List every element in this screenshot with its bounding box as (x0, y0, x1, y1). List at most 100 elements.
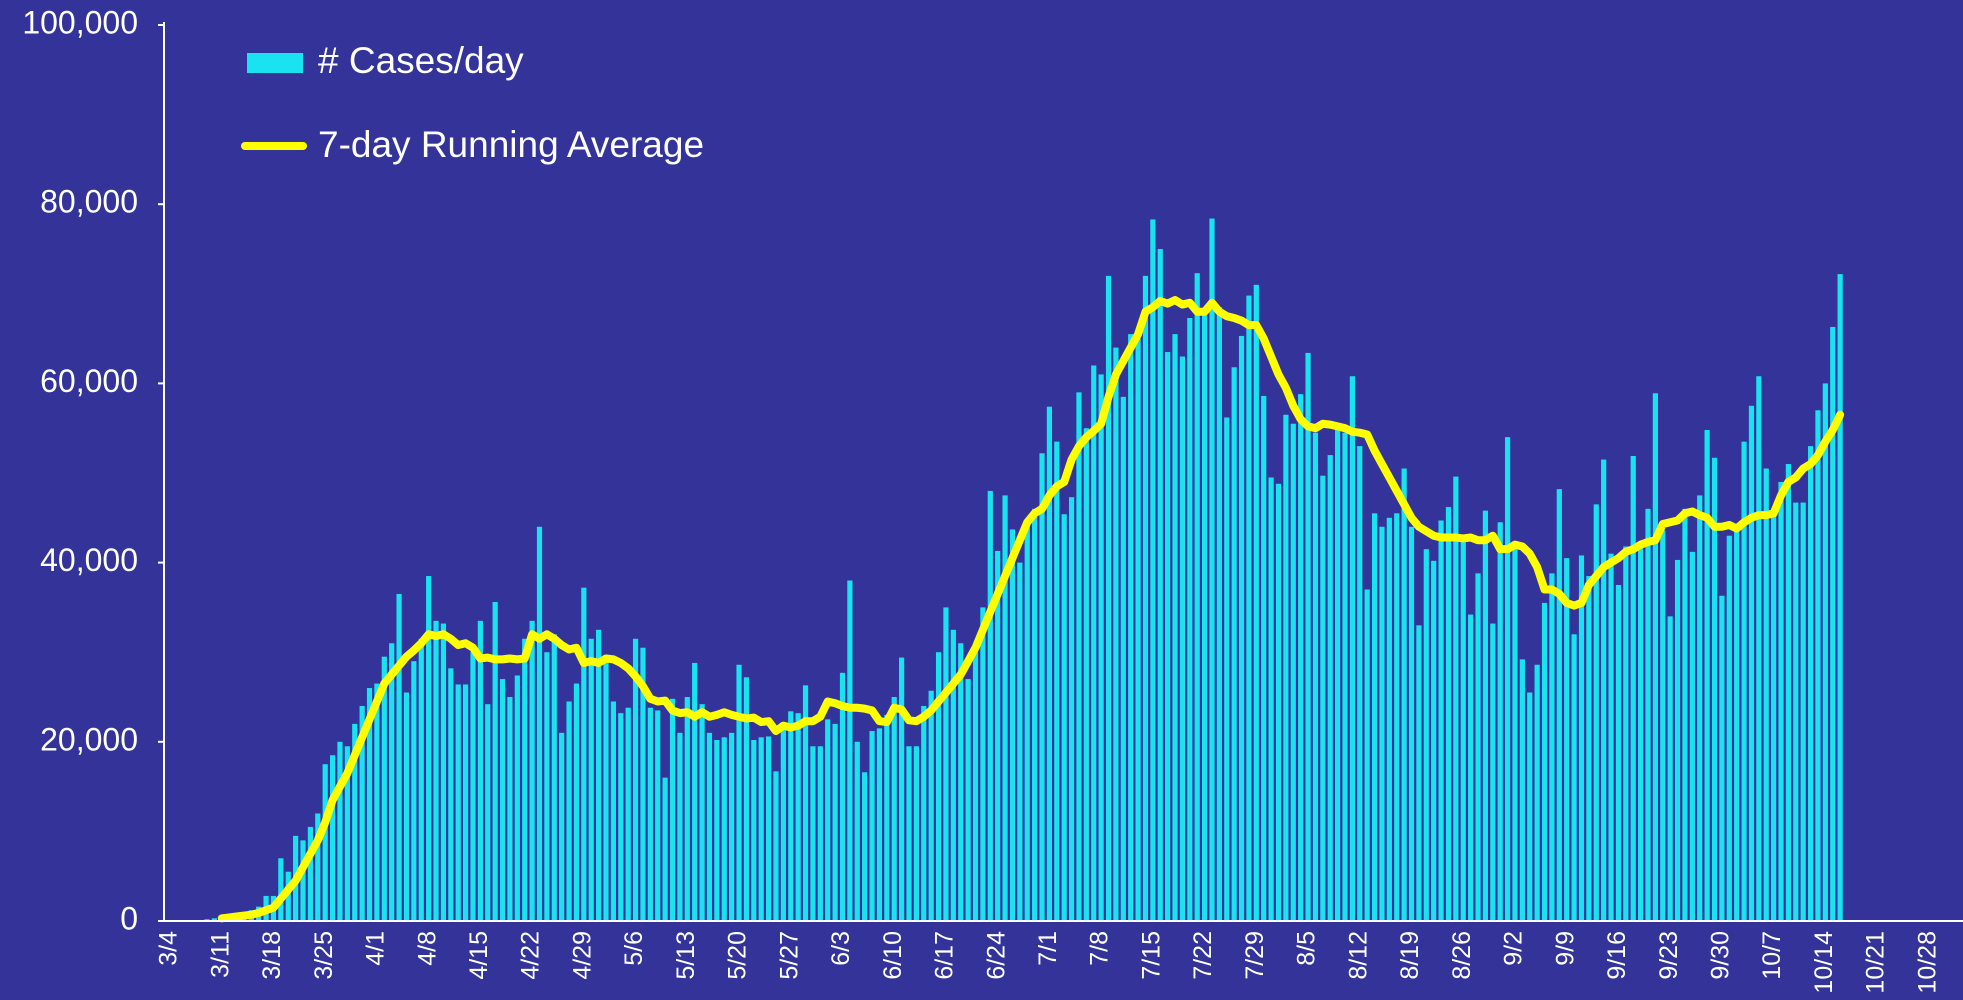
bar (625, 707, 631, 921)
bar (1741, 441, 1747, 921)
bar (1098, 374, 1104, 921)
bar (1113, 347, 1119, 921)
bar (1002, 495, 1008, 921)
bar (1209, 218, 1215, 921)
bar (1667, 616, 1673, 921)
bar (1652, 393, 1658, 922)
x-tick-label: 5/6 (620, 931, 648, 966)
x-tick-label: 6/10 (879, 931, 907, 980)
bar (1571, 634, 1577, 921)
x-tick-label: 8/26 (1448, 931, 1476, 980)
bar (662, 777, 668, 921)
bar (1261, 395, 1267, 922)
bar (1253, 284, 1259, 922)
bar (1172, 334, 1178, 921)
bar (536, 526, 543, 921)
bar (1541, 602, 1548, 921)
bar (906, 746, 912, 921)
bar (1793, 502, 1799, 921)
bar (1165, 352, 1171, 921)
bar (499, 679, 506, 921)
bar (322, 764, 328, 921)
bar (995, 550, 1001, 921)
x-tick-label: 8/5 (1293, 931, 1321, 966)
bar (1549, 573, 1555, 921)
bar (1061, 514, 1067, 921)
bar (1468, 614, 1474, 921)
bar (344, 746, 350, 921)
bar (832, 723, 838, 921)
bar (418, 638, 424, 921)
bar (492, 602, 498, 921)
x-tick-label: 4/22 (517, 931, 545, 980)
bar (795, 713, 801, 921)
bar (1837, 274, 1843, 921)
x-tick-label: 9/30 (1707, 931, 1735, 980)
bar (352, 723, 358, 921)
x-tick-label: 9/9 (1551, 931, 1579, 966)
bar (1246, 295, 1252, 921)
bar (403, 692, 410, 921)
bar (751, 740, 757, 921)
y-tick-label: 0 (120, 900, 138, 936)
bar (1519, 659, 1525, 921)
bar (1283, 414, 1289, 921)
bar (1711, 457, 1718, 921)
x-tick-label: 4/8 (413, 931, 441, 966)
y-tick-label: 20,000 (40, 721, 138, 757)
bar (1638, 544, 1644, 921)
bar (1327, 455, 1333, 921)
bar (603, 656, 609, 921)
bar (1224, 417, 1230, 921)
x-tick-label: 3/11 (206, 931, 234, 978)
bar (1807, 446, 1814, 921)
x-tick-label: 6/3 (827, 931, 855, 966)
bar (1682, 508, 1688, 921)
x-tick-label: 9/16 (1603, 931, 1631, 980)
bar (765, 736, 772, 921)
bar (788, 711, 794, 921)
bar (1371, 513, 1378, 921)
bar (359, 705, 365, 921)
bar (1187, 317, 1193, 921)
bar (1822, 383, 1828, 921)
bar (1830, 326, 1836, 921)
bar (374, 683, 380, 921)
x-tick-label: 8/19 (1396, 931, 1424, 980)
bar (817, 746, 823, 921)
bar (655, 710, 661, 921)
x-tick-label: 10/7 (1758, 931, 1786, 980)
bar (1349, 376, 1355, 921)
bar (743, 677, 750, 921)
bar (1305, 352, 1311, 921)
bar (1394, 513, 1400, 921)
bar (455, 684, 461, 921)
bar (736, 664, 742, 921)
axes (163, 22, 1963, 922)
bar (433, 620, 439, 921)
x-tick-label: 7/15 (1137, 931, 1165, 980)
bar (485, 704, 491, 921)
bar (1142, 275, 1149, 921)
bar (285, 871, 291, 921)
bar (972, 652, 979, 921)
bar (943, 607, 949, 921)
x-tick-label: 9/2 (1500, 931, 1528, 966)
bar (1785, 464, 1792, 921)
x-tick-label: 4/15 (465, 931, 493, 980)
bar (677, 732, 683, 921)
bar (477, 620, 483, 921)
bar (1128, 334, 1134, 921)
bar (1504, 437, 1511, 921)
bar (869, 731, 875, 921)
bar (1357, 446, 1363, 921)
bar (1608, 553, 1614, 921)
bar (440, 623, 447, 921)
bar (610, 701, 616, 921)
bar (692, 662, 698, 921)
bar (758, 737, 764, 921)
x-tick-label: 7/22 (1189, 931, 1217, 980)
bar (1490, 623, 1496, 921)
bar (1046, 406, 1053, 921)
x-tick-label: 6/17 (931, 931, 959, 980)
